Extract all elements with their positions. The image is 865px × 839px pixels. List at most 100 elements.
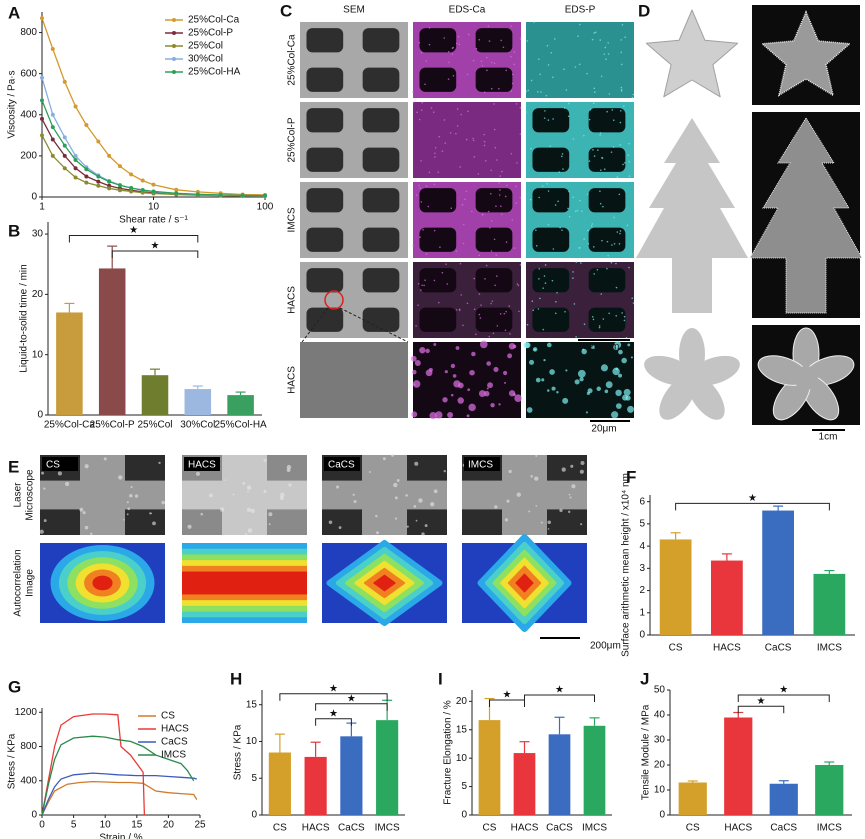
texture bbox=[559, 508, 563, 513]
pore bbox=[419, 307, 457, 332]
series-line bbox=[41, 713, 146, 816]
texture bbox=[561, 153, 564, 155]
texture bbox=[414, 461, 419, 466]
texture bbox=[505, 69, 508, 72]
texture bbox=[43, 519, 47, 523]
texture bbox=[628, 266, 630, 269]
texture bbox=[549, 369, 555, 375]
texture bbox=[268, 512, 273, 517]
strut bbox=[462, 480, 587, 510]
bar bbox=[769, 783, 798, 815]
texture bbox=[599, 202, 602, 205]
significance-bracket bbox=[315, 703, 388, 711]
texture bbox=[286, 464, 292, 470]
y-tick-label: 0 bbox=[31, 810, 37, 821]
scale-label: 200μm bbox=[590, 641, 621, 652]
texture bbox=[492, 332, 495, 335]
texture bbox=[493, 62, 496, 65]
texture bbox=[623, 315, 626, 318]
texture bbox=[563, 68, 565, 71]
y-tick-label: 0 bbox=[251, 810, 257, 821]
texture bbox=[478, 38, 481, 41]
texture bbox=[516, 283, 519, 285]
texture bbox=[619, 121, 622, 124]
x-tick-label: 25%Col-HA bbox=[214, 420, 267, 431]
texture bbox=[250, 508, 255, 514]
texture bbox=[568, 190, 570, 193]
texture bbox=[449, 132, 452, 134]
x-axis-label: Strain / % bbox=[99, 833, 142, 839]
texture bbox=[418, 498, 423, 503]
y-tick-label: 10 bbox=[32, 349, 44, 360]
point bbox=[50, 137, 55, 142]
point bbox=[50, 47, 55, 51]
scale-label: 1cm bbox=[819, 432, 838, 443]
y-tick-label: 15 bbox=[246, 699, 258, 710]
texture bbox=[598, 325, 601, 327]
texture bbox=[467, 388, 471, 392]
petal bbox=[680, 366, 704, 390]
texture bbox=[516, 492, 521, 497]
texture bbox=[473, 308, 476, 311]
texture bbox=[421, 101, 423, 104]
texture bbox=[495, 254, 498, 256]
point bbox=[174, 187, 179, 192]
column-header: EDS-Ca bbox=[449, 5, 486, 16]
texture bbox=[525, 90, 528, 93]
texture bbox=[129, 493, 133, 498]
texture bbox=[535, 245, 538, 247]
texture bbox=[420, 289, 422, 291]
pore bbox=[419, 28, 457, 53]
pore bbox=[532, 147, 570, 172]
texture bbox=[546, 342, 552, 348]
texture bbox=[559, 226, 561, 229]
texture bbox=[591, 316, 594, 318]
texture bbox=[569, 496, 572, 499]
row-label: 25%Col-P bbox=[287, 117, 298, 162]
texture bbox=[615, 389, 622, 397]
x-tick-label: HACS bbox=[713, 643, 741, 654]
bar bbox=[304, 756, 327, 815]
pore bbox=[588, 188, 626, 213]
texture bbox=[406, 525, 409, 528]
texture bbox=[82, 511, 86, 515]
texture bbox=[601, 239, 603, 242]
texture bbox=[508, 305, 511, 307]
point bbox=[40, 133, 44, 138]
texture bbox=[420, 201, 423, 203]
texture bbox=[200, 512, 204, 516]
pore bbox=[532, 188, 570, 213]
texture bbox=[496, 275, 498, 277]
texture bbox=[628, 142, 630, 145]
y-tick-label: 5 bbox=[639, 519, 645, 530]
texture bbox=[485, 264, 488, 267]
x-tick-label: HACS bbox=[511, 823, 539, 834]
texture bbox=[493, 103, 495, 105]
pore bbox=[475, 28, 513, 53]
texture bbox=[419, 187, 421, 189]
pore bbox=[306, 188, 344, 213]
y-tick-label: 4 bbox=[639, 541, 645, 552]
point bbox=[140, 178, 145, 183]
texture bbox=[511, 73, 514, 76]
texture bbox=[518, 310, 520, 313]
pore bbox=[475, 307, 513, 332]
texture bbox=[396, 479, 400, 482]
zoom-marker bbox=[324, 290, 344, 310]
x-tick-label: CaCS bbox=[338, 823, 365, 834]
texture bbox=[567, 115, 570, 118]
texture bbox=[441, 150, 444, 152]
texture bbox=[451, 53, 454, 56]
pore bbox=[362, 188, 400, 213]
texture bbox=[568, 493, 571, 496]
texture bbox=[537, 308, 540, 310]
texture bbox=[457, 35, 460, 38]
pore bbox=[362, 28, 400, 53]
texture bbox=[412, 369, 417, 375]
texture bbox=[624, 36, 626, 38]
texture bbox=[546, 44, 549, 47]
texture bbox=[488, 40, 491, 42]
texture bbox=[615, 314, 618, 317]
point bbox=[151, 189, 156, 194]
texture bbox=[412, 101, 415, 104]
